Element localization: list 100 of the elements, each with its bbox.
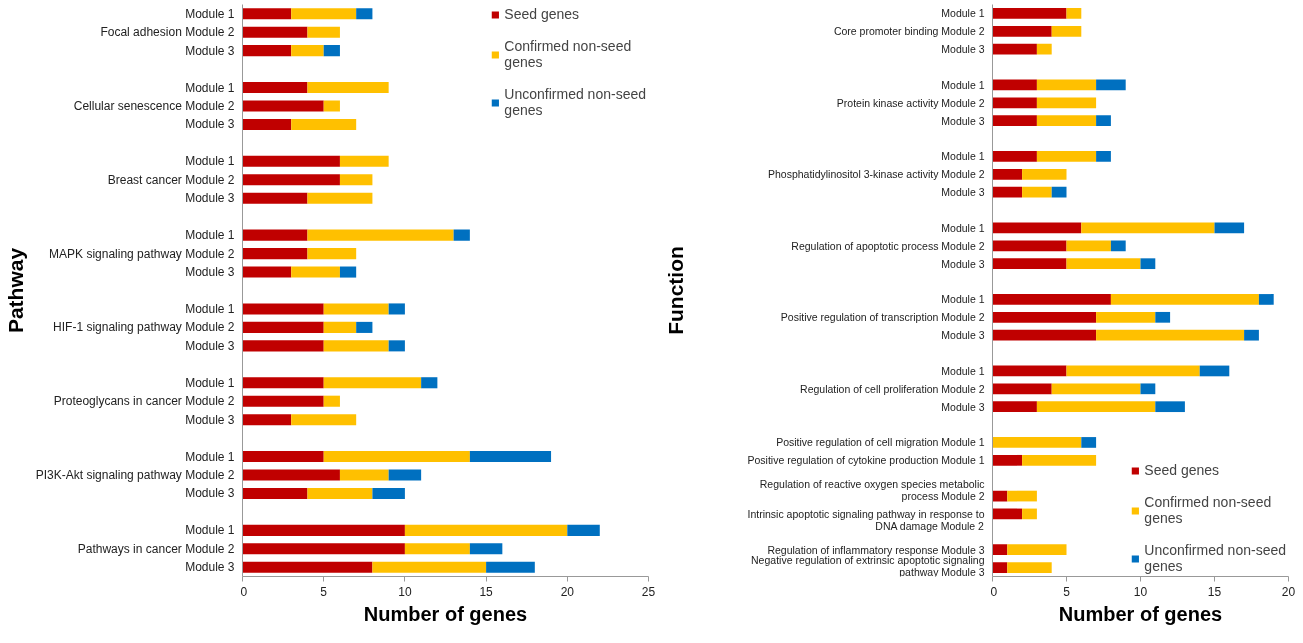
bar <box>404 524 568 536</box>
y-tick-label: Module 1 <box>185 301 235 316</box>
bar <box>992 562 1008 573</box>
legend-label: Seed genes <box>1144 462 1220 478</box>
bar <box>1096 329 1245 341</box>
bar <box>1096 115 1111 127</box>
y-tick-label: Module 3 <box>941 186 985 199</box>
bar <box>469 451 552 463</box>
bar <box>1051 383 1141 395</box>
legend-label: Confirmed non-seed genes <box>1144 494 1272 526</box>
y-tick-label: Module 3 <box>185 43 235 58</box>
bar <box>242 82 308 94</box>
bar <box>323 45 340 57</box>
bar <box>339 174 373 186</box>
bar <box>1051 186 1067 198</box>
bar <box>1199 365 1230 377</box>
bar <box>339 469 389 481</box>
x-tick-label: 10 <box>1133 584 1148 599</box>
bar <box>992 151 1037 162</box>
x-tick-label: 25 <box>641 584 656 599</box>
y-tick-label: Module 3 <box>941 114 985 127</box>
bar <box>404 543 470 555</box>
bar <box>1022 454 1097 466</box>
bar <box>242 192 308 204</box>
bar <box>1155 401 1185 413</box>
bar <box>992 79 1037 91</box>
bar <box>242 487 308 499</box>
bar <box>307 192 373 204</box>
bar <box>388 340 405 352</box>
y-tick-label: Regulation of apoptotic process Module 2 <box>791 239 985 252</box>
bar <box>242 524 405 536</box>
y-tick-label: Module 3 <box>185 560 235 575</box>
y-tick-label: Module 1 <box>185 228 235 243</box>
bar <box>992 437 1082 448</box>
y-tick-label: Positive regulation of cytokine production Module 1 <box>747 454 985 467</box>
bar <box>453 229 470 241</box>
bar <box>242 303 324 315</box>
bar <box>372 561 487 573</box>
y-tick-label: Module 3 <box>941 400 985 413</box>
bar <box>992 401 1037 413</box>
bar <box>1007 490 1037 502</box>
bar <box>307 26 340 38</box>
y-tick-label: Focal adhesion Module 2 <box>100 25 235 40</box>
y-axis-title: Pathway <box>3 247 27 334</box>
y-tick-label: Module 3 <box>185 265 235 280</box>
bar <box>1036 115 1097 127</box>
y-tick-label: Module 1 <box>941 293 985 306</box>
bar <box>356 8 373 20</box>
bar <box>1096 311 1156 323</box>
bar <box>307 487 373 499</box>
x-tick-label: 15 <box>479 584 494 599</box>
x-tick-label: 10 <box>398 584 412 599</box>
y-tick-label: HIF-1 signaling pathway Module 2 <box>53 320 235 335</box>
y-tick-label: Module 3 <box>185 486 235 501</box>
y-tick-label: Module 1 <box>941 7 985 20</box>
y-tick-label: Module 1 <box>941 221 985 234</box>
y-tick-label: Module 1 <box>941 78 985 91</box>
bar <box>1007 544 1067 556</box>
bar <box>992 186 1023 198</box>
bar <box>291 8 357 20</box>
y-tick-label: Regulation of reactive oxygen species metabolic process Module 2 <box>759 478 985 503</box>
bar <box>992 383 1052 395</box>
bar <box>1081 437 1097 448</box>
y-tick-label: Module 3 <box>941 257 985 270</box>
bar <box>992 240 1067 252</box>
x-tick-label: 20 <box>1281 584 1296 599</box>
y-tick-label: Module 3 <box>941 329 985 342</box>
bar <box>242 321 324 333</box>
x-tick-label: 0 <box>990 584 998 599</box>
bar <box>992 329 1097 341</box>
y-tick-label: Pathways in cancer Module 2 <box>77 541 235 556</box>
bar <box>307 229 454 241</box>
legend-label: Unconfirmed non-seed genes <box>1144 542 1286 574</box>
bar <box>242 414 292 426</box>
bar <box>992 311 1097 323</box>
bar <box>1022 508 1037 520</box>
bar <box>242 100 324 112</box>
x-tick-label: 5 <box>320 584 328 599</box>
bar <box>323 303 389 315</box>
bar <box>291 45 324 57</box>
x-tick-label: 0 <box>240 584 248 599</box>
bar <box>992 508 1023 520</box>
bar <box>1066 240 1111 252</box>
bar <box>339 155 389 167</box>
bar <box>1140 383 1156 395</box>
y-tick-label: Phosphatidylinositol 3-kinase activity Module 2 <box>767 168 985 181</box>
y-tick-label: PI3K-Akt signaling pathway Module 2 <box>35 468 235 483</box>
x-axis-title: Number of genes <box>1058 602 1223 625</box>
bar <box>388 469 422 481</box>
y-tick-label: Module 3 <box>185 412 235 427</box>
y-tick-label: Breast cancer Module 2 <box>107 172 235 187</box>
x-axis-title: Number of genes <box>363 602 528 625</box>
bar <box>1155 311 1171 323</box>
bar <box>1110 294 1259 305</box>
bar <box>291 118 357 130</box>
y-tick-label: Cellular senescence Module 2 <box>73 98 235 113</box>
bar <box>242 561 373 573</box>
y-tick-label: Module 3 <box>941 43 985 56</box>
bar <box>323 395 340 407</box>
y-tick-label: Proteoglycans in cancer Module 2 <box>53 394 235 409</box>
